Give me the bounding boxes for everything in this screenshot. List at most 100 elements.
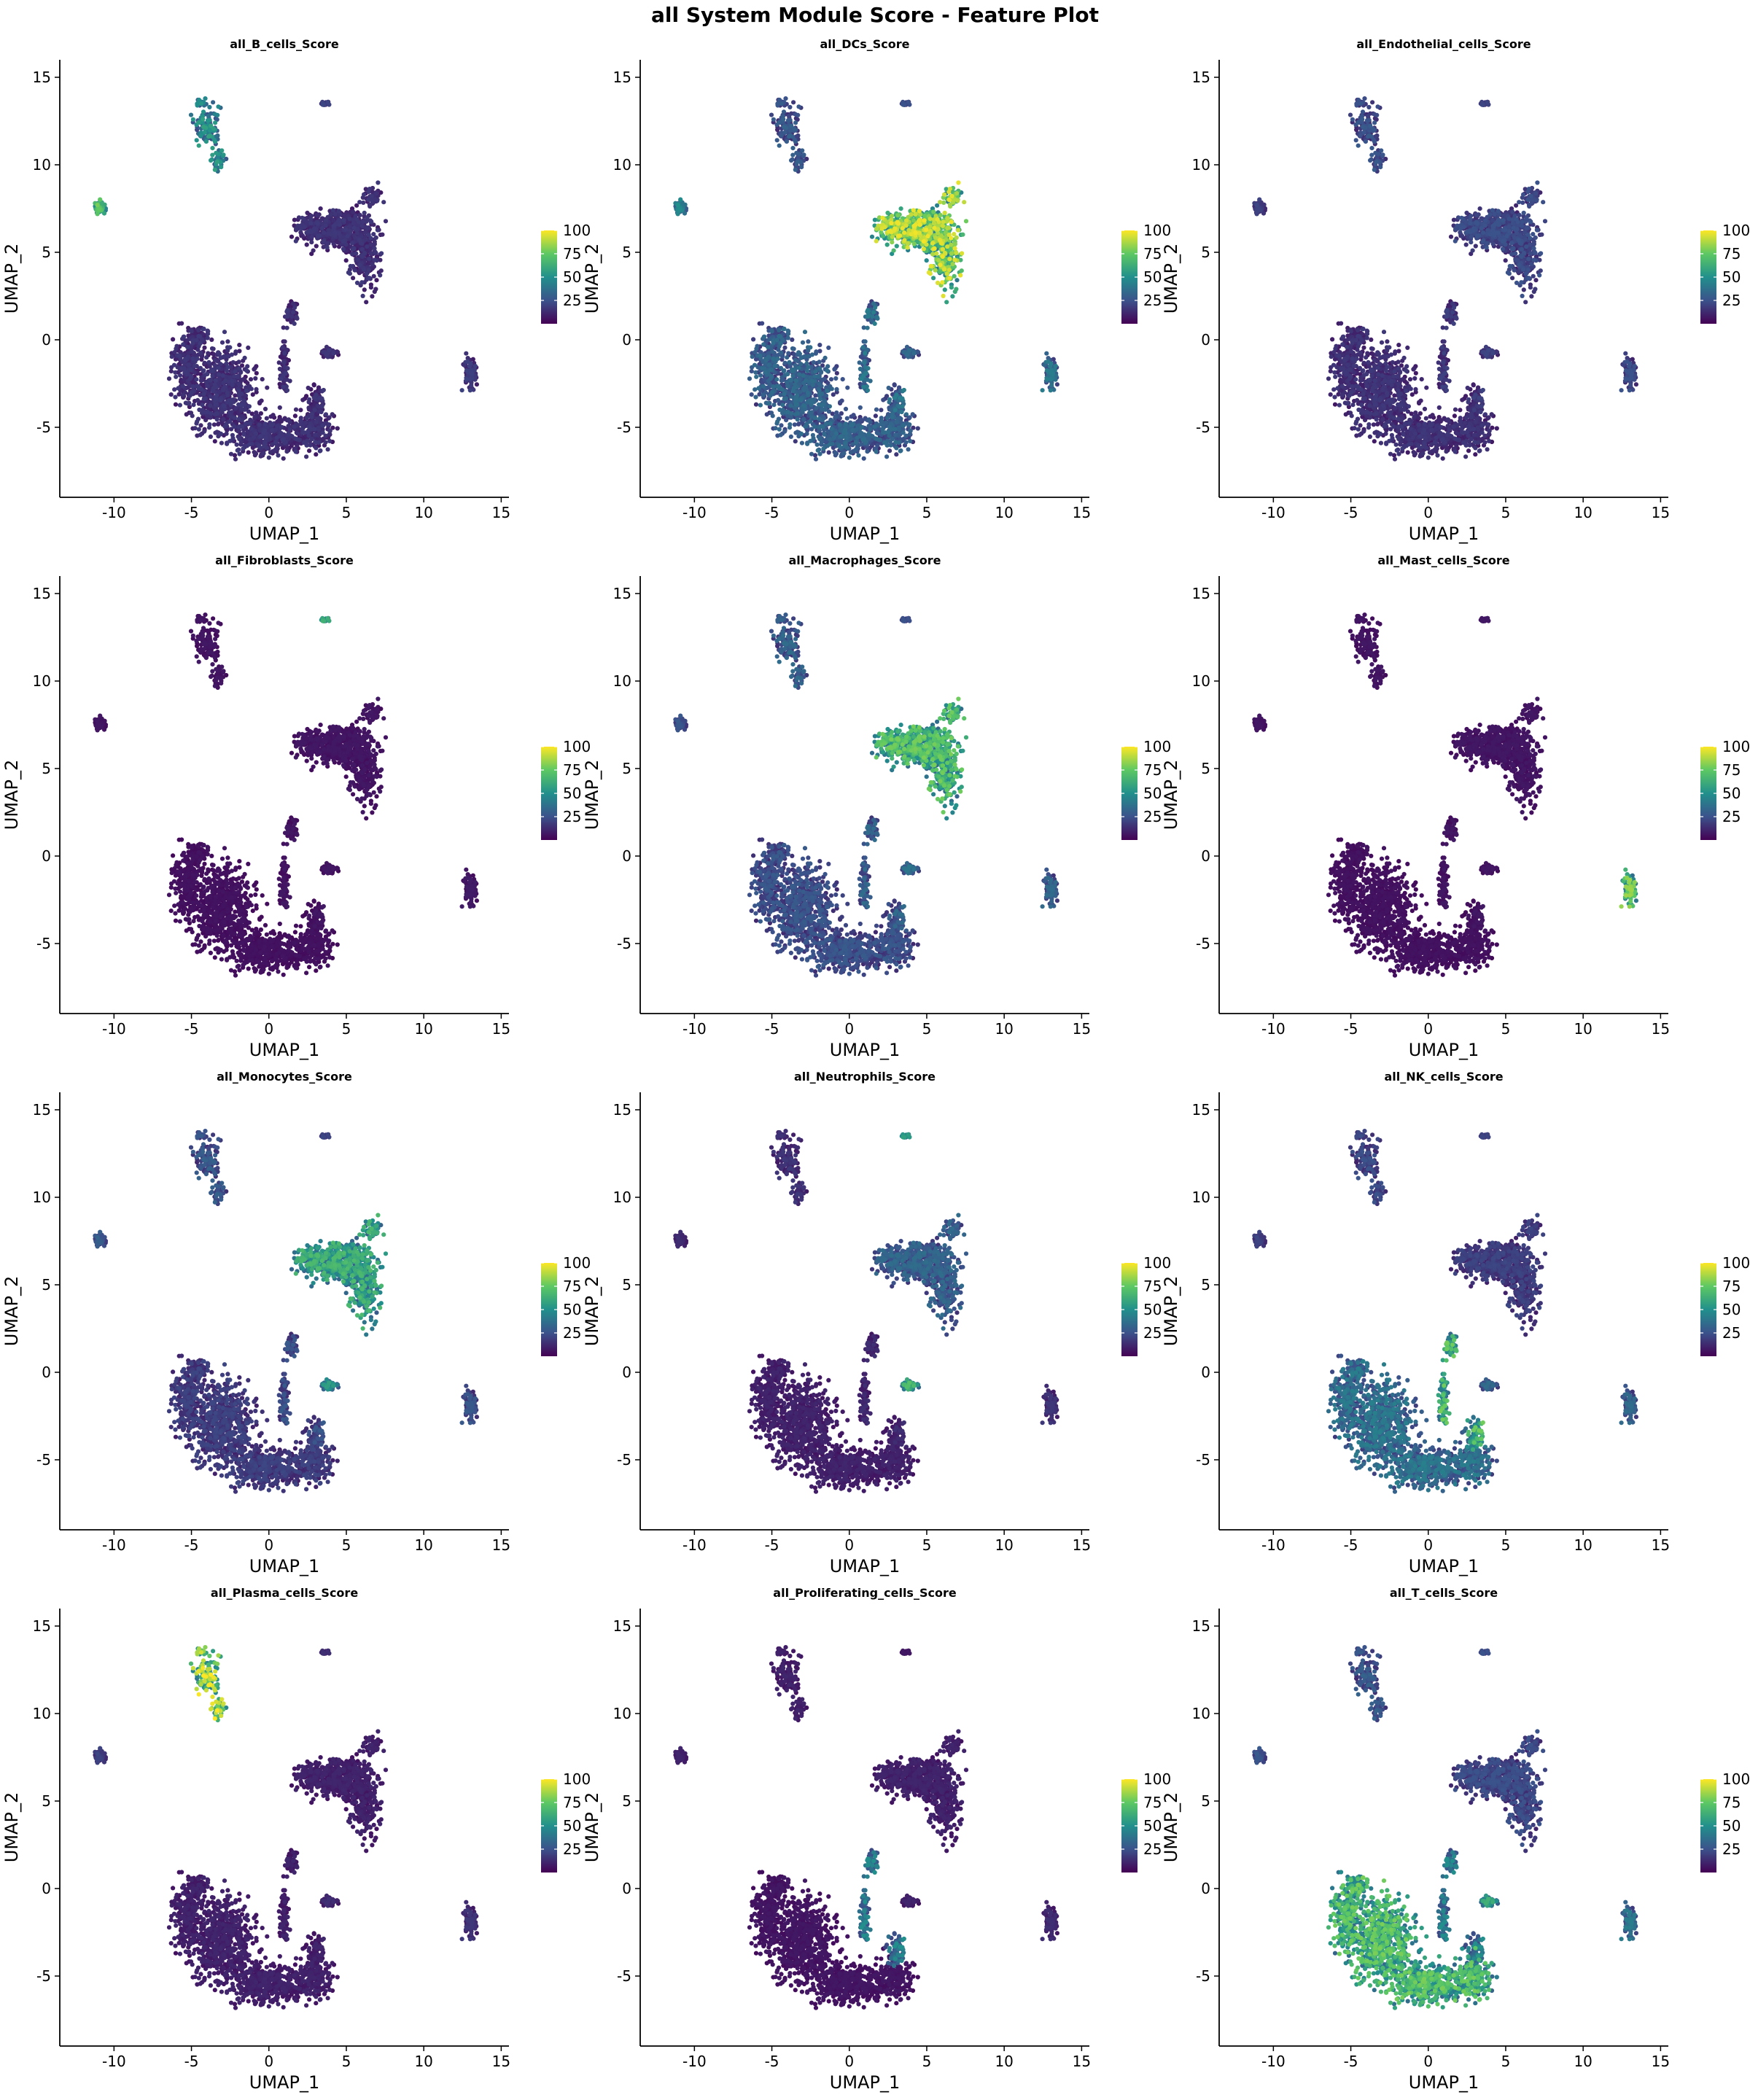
cell-point: [851, 413, 856, 418]
cell-point: [262, 428, 268, 433]
cell-point: [212, 357, 217, 362]
cell-point: [220, 373, 225, 378]
cell-point: [359, 246, 365, 252]
cell-point: [813, 456, 819, 462]
cell-point: [259, 398, 264, 403]
cell-point: [244, 388, 249, 393]
cell-point: [198, 432, 203, 438]
cell-point: [219, 148, 225, 153]
cell-point: [228, 438, 233, 443]
cell-point: [774, 138, 779, 143]
cell-point: [319, 226, 324, 231]
cell-point: [782, 360, 788, 365]
cell-point: [879, 408, 884, 413]
cell-point: [469, 383, 474, 388]
cell-point: [201, 327, 206, 332]
cell-point: [319, 404, 324, 409]
x-tick-label: 15: [492, 504, 510, 521]
cell-point: [278, 417, 283, 422]
cell-point: [304, 454, 309, 459]
cell-point: [201, 125, 206, 130]
cell-point: [764, 412, 769, 417]
cell-point: [345, 233, 350, 239]
cell-point: [845, 385, 850, 390]
cell-point: [299, 226, 304, 231]
cell-point: [360, 219, 365, 225]
cell-point: [192, 363, 197, 368]
cell-point: [840, 377, 845, 382]
cell-point: [853, 447, 859, 452]
cell-point: [173, 370, 178, 375]
cell-point: [280, 438, 285, 443]
colorbar-tick-label: 25: [563, 292, 581, 309]
cell-point: [775, 419, 780, 424]
cell-point: [747, 376, 752, 381]
cell-point: [380, 232, 385, 237]
cell-point: [246, 345, 251, 350]
cell-point: [203, 139, 209, 144]
cell-point: [474, 382, 480, 387]
cell-point: [252, 367, 257, 372]
cell-point: [169, 354, 174, 359]
cell-point: [268, 423, 273, 428]
cell-point: [204, 355, 209, 360]
cell-point: [196, 143, 201, 148]
cell-point: [210, 373, 215, 378]
cell-point: [199, 386, 204, 392]
cell-point: [174, 374, 179, 379]
cell-point: [367, 276, 372, 281]
cell-point: [285, 366, 290, 371]
cell-point: [286, 417, 292, 422]
cell-point: [863, 339, 868, 344]
y-tick-label: 15: [613, 69, 631, 86]
cell-point: [892, 383, 897, 388]
cell-point: [754, 346, 759, 351]
cell-point: [365, 216, 370, 221]
cell-point: [775, 101, 780, 106]
cell-point: [365, 244, 370, 249]
cell-point: [793, 167, 798, 172]
cell-point: [786, 113, 792, 119]
cell-point: [168, 392, 174, 397]
cell-point: [351, 276, 356, 281]
cell-point: [264, 416, 269, 421]
cell-point: [218, 355, 223, 360]
cell-point: [317, 395, 322, 400]
cell-point: [351, 246, 357, 252]
cell-point: [331, 223, 336, 228]
cell-point: [467, 388, 472, 393]
cell-point: [209, 346, 215, 351]
cell-point: [216, 104, 221, 109]
cell-point: [782, 125, 787, 130]
cell-point: [817, 359, 822, 365]
cell-point: [881, 397, 886, 402]
cell-point: [304, 394, 309, 399]
cell-point: [823, 393, 829, 398]
x-tick-label: 15: [1073, 504, 1091, 521]
cell-point: [381, 200, 386, 205]
cell-point: [771, 117, 776, 122]
cell-point: [786, 118, 791, 123]
points: [93, 96, 480, 462]
y-tick-label: 0: [42, 331, 51, 349]
cell-point: [361, 267, 367, 272]
cell-point: [804, 421, 809, 427]
cell-point: [826, 450, 831, 455]
cell-point: [190, 341, 195, 346]
cell-point: [789, 158, 794, 163]
cell-point: [293, 449, 298, 454]
cell-point: [354, 280, 360, 285]
cell-point: [843, 406, 849, 412]
cell-point: [366, 190, 371, 195]
cell-point: [236, 359, 241, 365]
cell-point: [233, 349, 238, 354]
cell-point: [235, 448, 240, 453]
cell-point: [257, 422, 262, 427]
cell-point: [751, 337, 756, 342]
cell-point: [855, 435, 860, 440]
figure-title: all System Module Score - Feature Plot: [0, 3, 1750, 27]
cell-point: [206, 134, 211, 139]
cell-point: [375, 228, 381, 233]
cell-point: [190, 413, 195, 419]
cell-point: [857, 360, 862, 365]
